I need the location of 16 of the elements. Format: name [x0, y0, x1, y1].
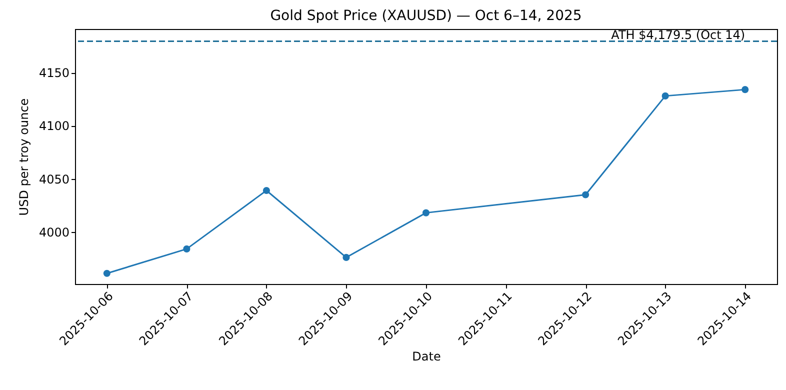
y-axis-title: USD per troy ounce: [16, 98, 31, 216]
point: [422, 209, 430, 216]
y-tick-label: 4050: [38, 172, 70, 186]
x-axis-title: Date: [412, 350, 441, 364]
point: [342, 254, 350, 261]
point: [742, 86, 749, 94]
chart-title: Gold Spot Price (XAUUSD) — Oct 6–14, 2025: [270, 8, 582, 24]
y-tick-label: 4100: [38, 119, 70, 134]
y-tick-label: 4150: [38, 66, 70, 80]
point: [582, 191, 590, 198]
point: [183, 245, 190, 252]
point: [262, 186, 270, 194]
y-tick-label: 4000: [38, 225, 70, 240]
point: [103, 270, 110, 277]
point: [662, 92, 669, 100]
ref-line-label: ATH $4,179.5 (Oct 14): [611, 28, 746, 42]
